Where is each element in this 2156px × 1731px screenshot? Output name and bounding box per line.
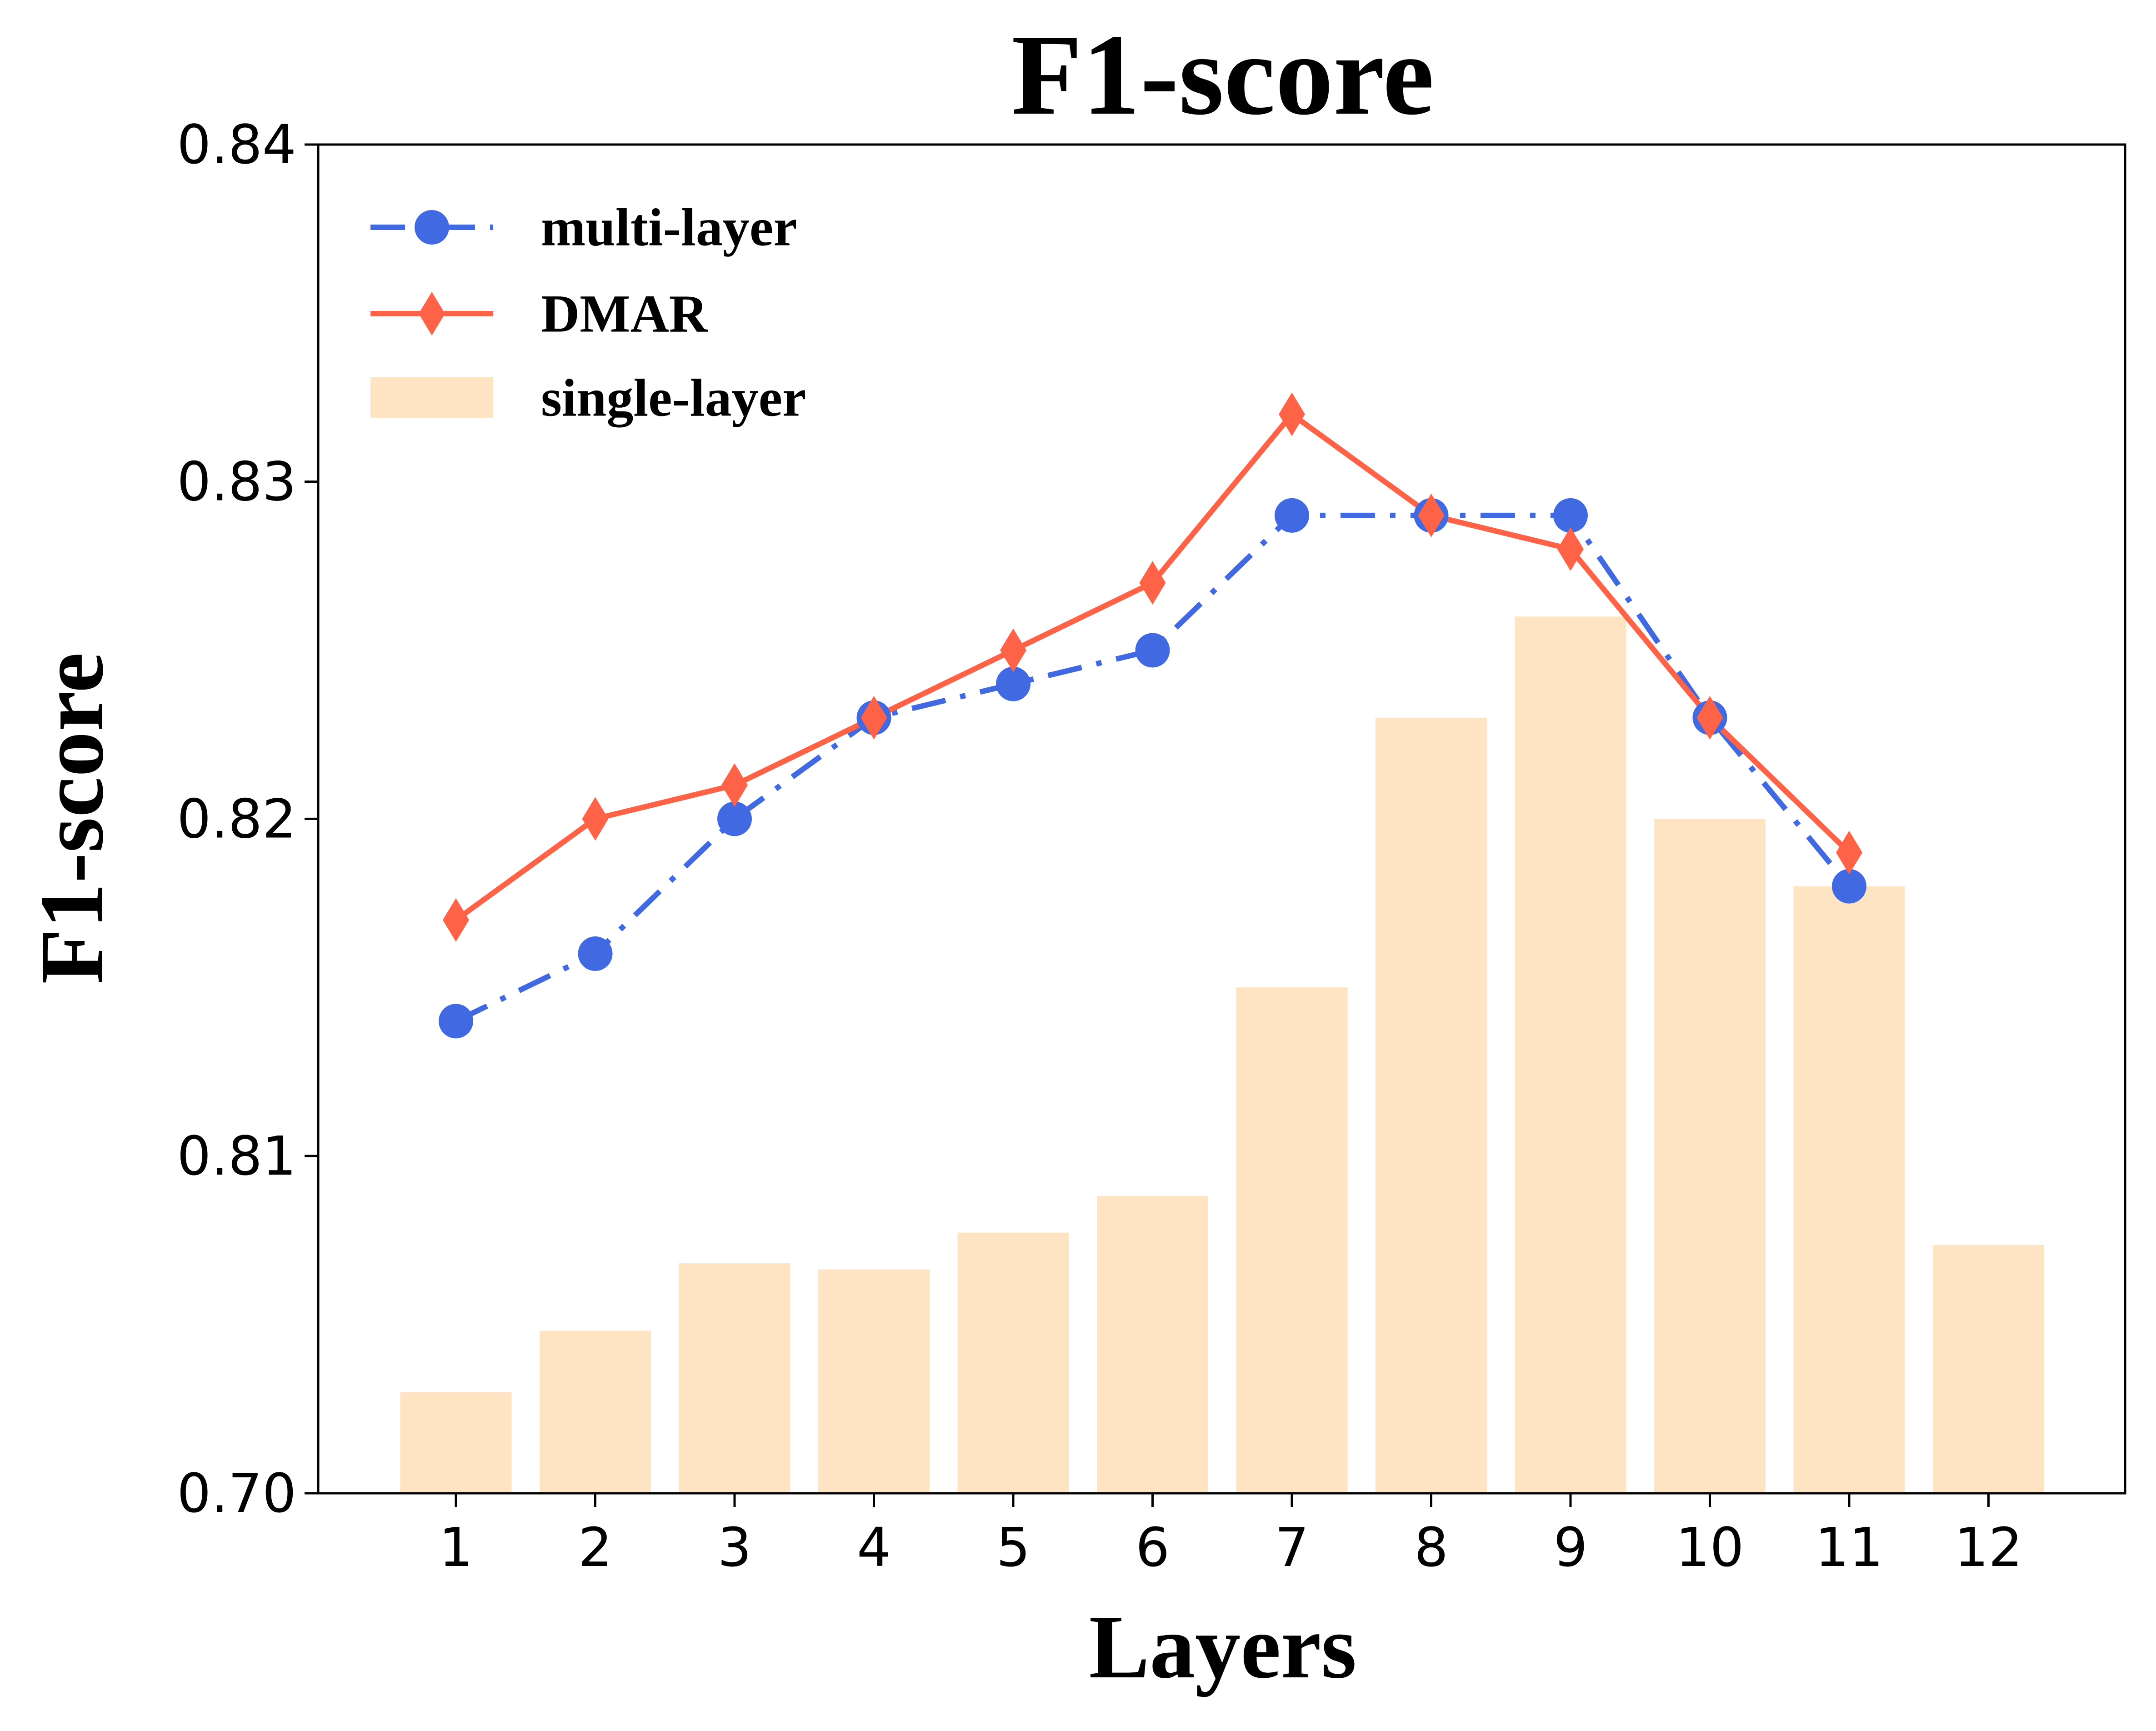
x-axis-label: Layers <box>1089 1597 1357 1697</box>
y-axis-label: F1-score <box>22 652 122 984</box>
single-layer-bar <box>1933 1245 2044 1493</box>
chart-title: F1-score <box>1011 11 1434 139</box>
multi-layer-point <box>578 936 613 971</box>
multi-layer-point <box>1135 633 1170 668</box>
x-tick-label: 6 <box>1136 1516 1170 1579</box>
x-tick-label: 2 <box>578 1516 612 1579</box>
legend-label: multi-layer <box>541 198 797 257</box>
multi-layer-point <box>996 666 1030 701</box>
y-axis: 0.70 0.81 0.82 0.83 0.84 <box>177 113 318 1525</box>
single-layer-bar <box>1654 819 1766 1493</box>
legend-label: DMAR <box>541 284 709 344</box>
x-tick-label: 4 <box>857 1516 891 1579</box>
y-tick-label: 0.70 <box>177 1462 296 1525</box>
multi-layer-point <box>1275 498 1309 533</box>
single-layer-bar <box>679 1263 790 1493</box>
legend-item: DMAR <box>370 284 709 344</box>
dmar-point <box>1139 561 1166 605</box>
single-layer-bar <box>540 1331 651 1493</box>
y-tick-label: 0.82 <box>177 787 296 850</box>
legend: multi-layer DMAR single-layer <box>370 198 806 428</box>
x-tick-label: 8 <box>1414 1516 1448 1579</box>
multi-layer-point <box>717 801 752 836</box>
dmar-point <box>443 898 469 942</box>
single-layer-bar <box>1236 987 1348 1493</box>
line-markers <box>439 392 1866 1039</box>
multi-layer-point <box>1553 498 1588 533</box>
dmar-point <box>1279 392 1305 436</box>
y-tick-label: 0.84 <box>177 113 296 176</box>
x-tick-label: 7 <box>1275 1516 1309 1579</box>
dmar-point <box>860 695 887 740</box>
single-layer-bar <box>1793 886 1905 1493</box>
multi-layer-line <box>455 512 1851 1024</box>
x-tick-label: 12 <box>1954 1516 2022 1579</box>
dmar-point <box>582 797 609 841</box>
dmar-point <box>1696 695 1723 740</box>
multi-layer-point <box>439 1004 473 1039</box>
legend-marker-dmar <box>419 292 445 335</box>
dmar-point <box>721 763 748 807</box>
x-tick-label: 11 <box>1815 1516 1883 1579</box>
x-tick-label: 1 <box>439 1516 473 1579</box>
dmar-point <box>1557 527 1584 571</box>
multi-layer-point <box>1832 869 1866 904</box>
x-tick-label: 10 <box>1676 1516 1744 1579</box>
x-tick-label: 5 <box>996 1516 1030 1579</box>
x-tick-label: 3 <box>717 1516 751 1579</box>
single-layer-bar <box>400 1392 512 1493</box>
legend-marker-multi-layer <box>415 210 449 245</box>
single-layer-bar <box>957 1232 1069 1493</box>
single-layer-bar <box>1376 717 1487 1493</box>
legend-item: single-layer <box>370 368 806 428</box>
dmar-point <box>1418 493 1445 537</box>
legend-swatch-single-layer <box>370 377 493 418</box>
single-layer-bar <box>1515 616 1626 1493</box>
x-axis: 1 2 3 4 5 6 7 8 9 10 11 12 <box>439 1493 2023 1579</box>
single-layer-bar <box>1097 1196 1208 1493</box>
dmar-point <box>1836 830 1862 875</box>
legend-label: single-layer <box>541 368 806 428</box>
single-layer-bar <box>818 1269 930 1493</box>
single-layer-bars <box>400 616 2044 1493</box>
dmar-point <box>1000 628 1026 672</box>
y-tick-label: 0.83 <box>177 450 296 513</box>
y-tick-label: 0.81 <box>177 1125 296 1187</box>
legend-item: multi-layer <box>370 198 797 257</box>
x-tick-label: 9 <box>1553 1516 1587 1579</box>
